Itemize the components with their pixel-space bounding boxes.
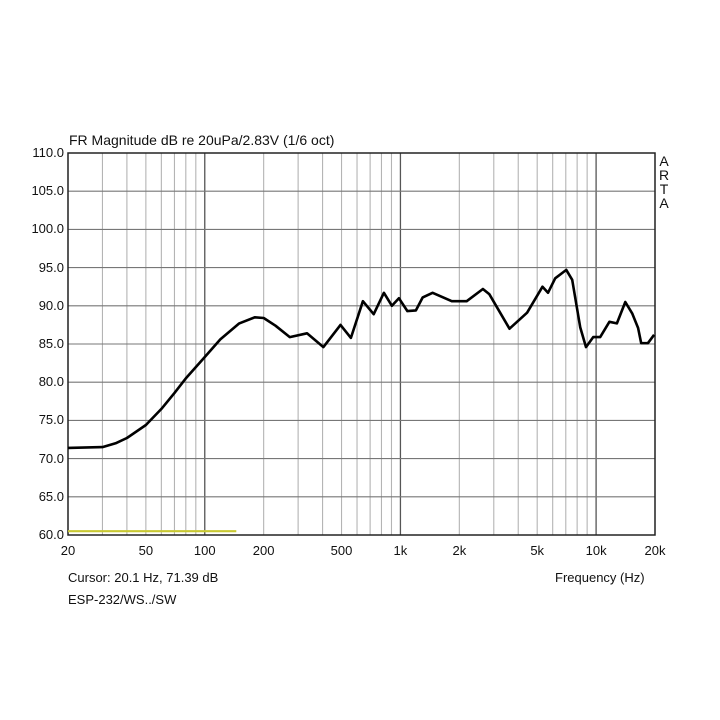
- x-tick-label: 50: [138, 543, 154, 558]
- x-tick-label: 200: [252, 543, 275, 558]
- plot-frame: [67, 152, 656, 536]
- y-tick-label: 90.0: [38, 297, 64, 313]
- x-tick-label: 2k: [452, 543, 467, 558]
- x-tick-label: 500: [330, 543, 353, 558]
- y-tick-label: 110.0: [32, 145, 64, 160]
- x-tick-label: 20k: [644, 543, 666, 558]
- y-tick-label: 95.0: [38, 259, 64, 275]
- y-tick-label: 60.0: [38, 527, 64, 542]
- y-tick-label: 80.0: [38, 374, 64, 390]
- response-curve: [67, 268, 656, 450]
- x-tick-label: 10k: [585, 543, 607, 558]
- x-tick-label: 5k: [530, 543, 545, 558]
- y-tick-label: 75.0: [38, 412, 64, 428]
- x-tick-label: 1k: [393, 543, 408, 558]
- y-tick-label: 85.0: [38, 336, 64, 351]
- x-axis-label: Frequency (Hz): [555, 570, 645, 585]
- x-tick-label: 100: [193, 543, 216, 558]
- chart-title: FR Magnitude dB re 20uPa/2.83V (1/6 oct): [69, 132, 335, 148]
- cursor-readout: Cursor: 20.1 Hz, 71.39 dB: [68, 570, 219, 585]
- y-tick-label: 70.0: [38, 450, 64, 466]
- x-tick-label: 20: [60, 543, 76, 558]
- y-tick-label: 105.0: [31, 183, 64, 199]
- file-name: ESP-232/WS../SW: [68, 592, 177, 607]
- y-tick-label: 65.0: [38, 488, 64, 504]
- y-tick-label: 100.0: [31, 221, 64, 237]
